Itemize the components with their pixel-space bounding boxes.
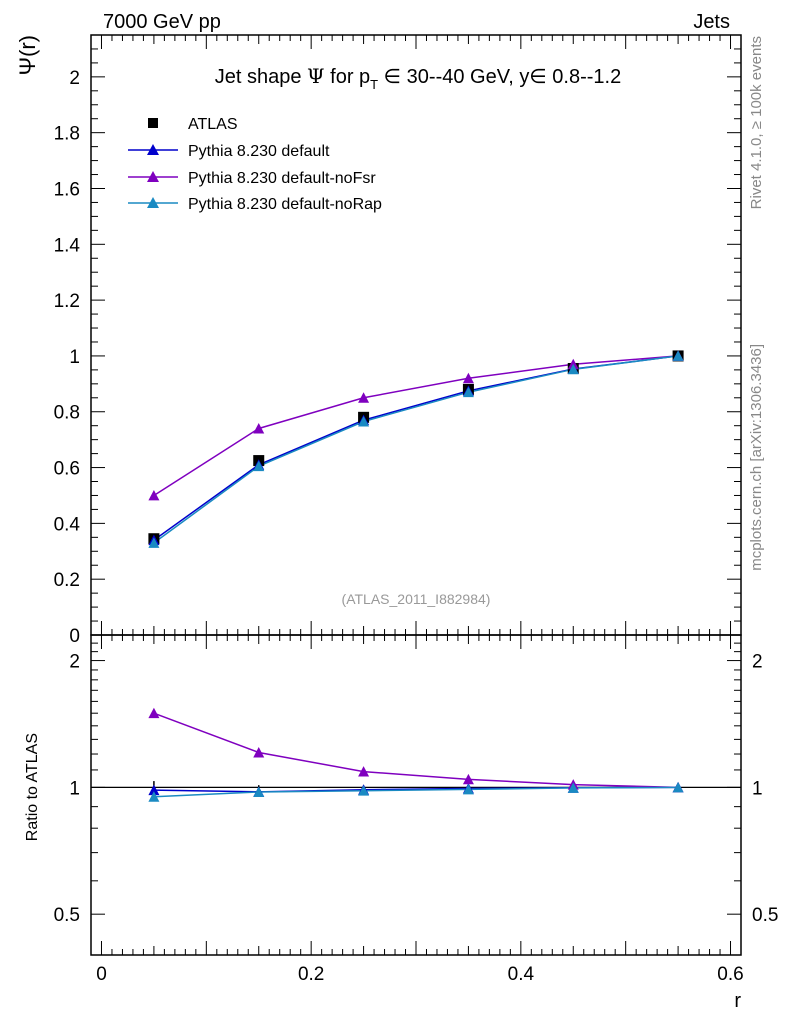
model-data-point <box>358 416 370 427</box>
legend: ATLAS Pythia 8.230 default Pythia 8.230 … <box>128 116 382 213</box>
model-data-point <box>462 386 474 398</box>
main-y-tick-label: 0.8 <box>54 403 80 424</box>
x-tick-label: 0 <box>96 964 107 985</box>
ratio-data-point <box>148 784 160 796</box>
model-data-point <box>148 489 160 501</box>
ratio-data-point <box>567 782 579 793</box>
main-series-line <box>153 355 679 497</box>
ratio-series-markers <box>148 707 684 802</box>
legend-label-nofsr: Pythia 8.230 default-noFsr <box>188 170 376 187</box>
ratio-panel: 0.5 0.5 1 1 2 2 0 0.2 0.4 0.6 Ratio to ATLAS r <box>24 634 779 1012</box>
title-prefix: Jet shape <box>215 66 307 88</box>
ratio-data-point <box>148 791 160 802</box>
title-middle: ∈ 30--40 GeV, y <box>378 66 529 88</box>
main-y-tick-label: 1.6 <box>54 179 80 200</box>
legend-marker-square <box>148 118 158 128</box>
ratio-y-tick-label: 0.5 <box>54 905 80 926</box>
ratio-y-tick-label-right: 1 <box>752 778 763 799</box>
analysis-watermark: (ATLAS_2011_I882984) <box>342 591 491 607</box>
ratio-y-tick-labels: 0.5 0.5 1 1 2 2 <box>54 652 779 927</box>
legend-label-atlas: ATLAS <box>188 116 238 133</box>
model-data-point <box>462 372 474 384</box>
title-sub: T <box>370 77 378 92</box>
model-data-point <box>253 422 265 434</box>
main-y-tick-label: 0.6 <box>54 459 80 480</box>
ratio-y-tick-label: 2 <box>69 652 80 673</box>
model-data-point <box>253 460 265 472</box>
main-y-tick-label: 1.8 <box>54 124 80 145</box>
main-series-markers <box>148 350 684 548</box>
ratio-series-line <box>153 712 679 789</box>
main-y-tick-label: 0.4 <box>54 514 81 535</box>
ratio-series-lines <box>153 712 679 798</box>
ratio-data-point <box>672 781 684 793</box>
x-tick-label: 0.2 <box>298 964 324 985</box>
ratio-data-point <box>358 785 370 796</box>
ratio-data-point <box>253 786 265 797</box>
model-data-point <box>148 537 160 548</box>
main-y-tick-label: 2 <box>69 68 80 89</box>
legend-marker-triangle <box>147 144 159 155</box>
ratio-y-tick-label-right: 2 <box>752 652 763 673</box>
title-for: for p <box>325 66 371 88</box>
legend-marker-triangle <box>147 171 159 182</box>
ratio-axis-ticks <box>91 635 741 956</box>
main-series-line <box>153 355 679 544</box>
legend-entry-norap: Pythia 8.230 default-noRap <box>128 196 382 213</box>
main-y-axis-label: Ψ(r) <box>15 35 40 75</box>
ratio-data-point <box>253 747 265 758</box>
ratio-data-point <box>462 773 474 785</box>
main-series-lines <box>153 355 679 544</box>
main-chart-title: Jet shape Ψ for pT ∈ 30--40 GeV, y∈ 0.8-… <box>215 64 621 92</box>
ratio-data-point <box>462 783 474 795</box>
ratio-series-line <box>153 786 679 798</box>
main-y-tick-label: 0 <box>69 626 80 647</box>
ratio-data-point <box>148 707 160 719</box>
x-tick-label: 0.6 <box>717 964 743 985</box>
process-label: Jets <box>693 11 730 33</box>
main-panel: 0 0.2 0.4 0.6 0.8 1 1.2 1.4 1.6 1.8 2 Ψ(r) Jet sha… <box>15 34 742 647</box>
legend-entry-default: Pythia 8.230 default <box>128 143 330 160</box>
x-axis-label: r <box>734 990 741 1012</box>
legend-marker-triangle <box>147 197 159 208</box>
main-y-tick-label: 1 <box>69 347 80 368</box>
ratio-y-axis-label: Ratio to ATLAS <box>24 733 41 841</box>
x-tick-label: 0.4 <box>508 964 535 985</box>
main-y-tick-label: 1.2 <box>54 291 80 312</box>
ratio-x-tick-labels: 0 0.2 0.4 0.6 <box>96 964 744 985</box>
title-psi: Ψ <box>307 64 325 88</box>
rivet-version-label: Rivet 4.1.0, ≥ 100k events <box>748 36 765 209</box>
ratio-y-tick-label-right: 0.5 <box>752 905 778 926</box>
model-data-point <box>358 392 370 403</box>
model-data-point <box>567 363 579 375</box>
energy-label: 7000 GeV pp <box>103 11 221 33</box>
legend-label-norap: Pythia 8.230 default-noRap <box>188 196 382 213</box>
main-axis-ticks <box>91 34 741 636</box>
ratio-data-point <box>358 766 370 777</box>
legend-entry-atlas: ATLAS <box>148 116 238 133</box>
main-y-tick-label: 0.2 <box>54 570 80 591</box>
ratio-y-tick-label: 1 <box>69 778 80 799</box>
main-series-line <box>153 355 679 541</box>
legend-label-default: Pythia 8.230 default <box>188 143 330 160</box>
main-y-tick-label: 1.4 <box>54 235 81 256</box>
legend-entry-nofsr: Pythia 8.230 default-noFsr <box>128 170 376 187</box>
main-y-tick-labels: 0 0.2 0.4 0.6 0.8 1 1.2 1.4 1.6 1.8 2 <box>54 68 81 647</box>
model-data-point <box>672 350 684 361</box>
mcplots-label: mcplots.cern.ch [arXiv:1306.3436] <box>748 344 765 571</box>
title-suffix: ∈ 0.8--1.2 <box>529 66 621 88</box>
